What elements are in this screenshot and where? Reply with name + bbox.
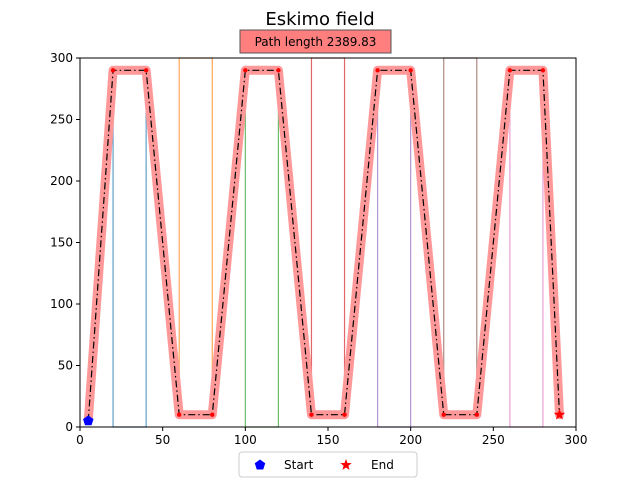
plot-area xyxy=(83,57,566,428)
path-point xyxy=(441,412,446,417)
x-tick-label: 100 xyxy=(234,433,257,447)
obstacle-1 xyxy=(112,69,147,428)
path-point xyxy=(143,68,149,73)
start-marker xyxy=(83,415,94,426)
x-tick-label: 300 xyxy=(565,433,588,447)
y-tick-label: 250 xyxy=(50,113,73,127)
path-point xyxy=(540,68,546,73)
path-point xyxy=(408,68,413,73)
obstacle-3 xyxy=(244,69,279,428)
path-point xyxy=(276,68,281,73)
path-length-annotation: Path length 2389.83 xyxy=(255,35,377,49)
annotation-box: Path length 2389.83 xyxy=(239,29,392,54)
y-tick-label: 0 xyxy=(65,420,73,434)
path-point xyxy=(210,412,215,417)
x-tick-label: 50 xyxy=(155,433,170,447)
path-point xyxy=(110,68,116,73)
y-tick-label: 200 xyxy=(50,174,73,188)
path-highlight xyxy=(83,65,564,426)
chart-title: Eskimo field xyxy=(265,9,374,30)
path-point xyxy=(474,412,479,417)
x-tick-label: 150 xyxy=(317,433,340,447)
path-line xyxy=(87,69,561,421)
x-tick-label: 250 xyxy=(482,433,505,447)
legend-end-label: End xyxy=(371,458,394,472)
path-point xyxy=(243,68,248,73)
obstacle-6 xyxy=(443,57,478,416)
obstacle-5 xyxy=(377,69,412,428)
y-tick-label: 150 xyxy=(50,236,73,250)
x-tick-label: 200 xyxy=(399,433,422,447)
legend-frame xyxy=(238,451,418,478)
y-tick-label: 50 xyxy=(58,359,73,373)
y-tick-label: 100 xyxy=(50,297,73,311)
legend-start-label: Start xyxy=(284,458,314,472)
obstacle-4 xyxy=(310,57,346,416)
path-point xyxy=(342,412,347,417)
end-marker xyxy=(553,408,566,420)
path-point xyxy=(309,412,314,417)
legend-end-marker xyxy=(340,459,352,470)
y-tick-label: 300 xyxy=(50,51,73,65)
x-tick-label: 0 xyxy=(76,433,84,447)
annotation-background xyxy=(239,29,392,54)
path-point xyxy=(507,68,513,73)
axes: 0 50 100 150 200 250 300 0 50 100 150 200 250 300 xyxy=(50,51,587,447)
legend-start-marker xyxy=(254,459,266,470)
obstacle-2 xyxy=(178,57,213,416)
obstacle-7 xyxy=(509,69,544,428)
path-point xyxy=(375,68,380,73)
path-point xyxy=(177,412,182,417)
legend: Start End xyxy=(238,451,418,478)
